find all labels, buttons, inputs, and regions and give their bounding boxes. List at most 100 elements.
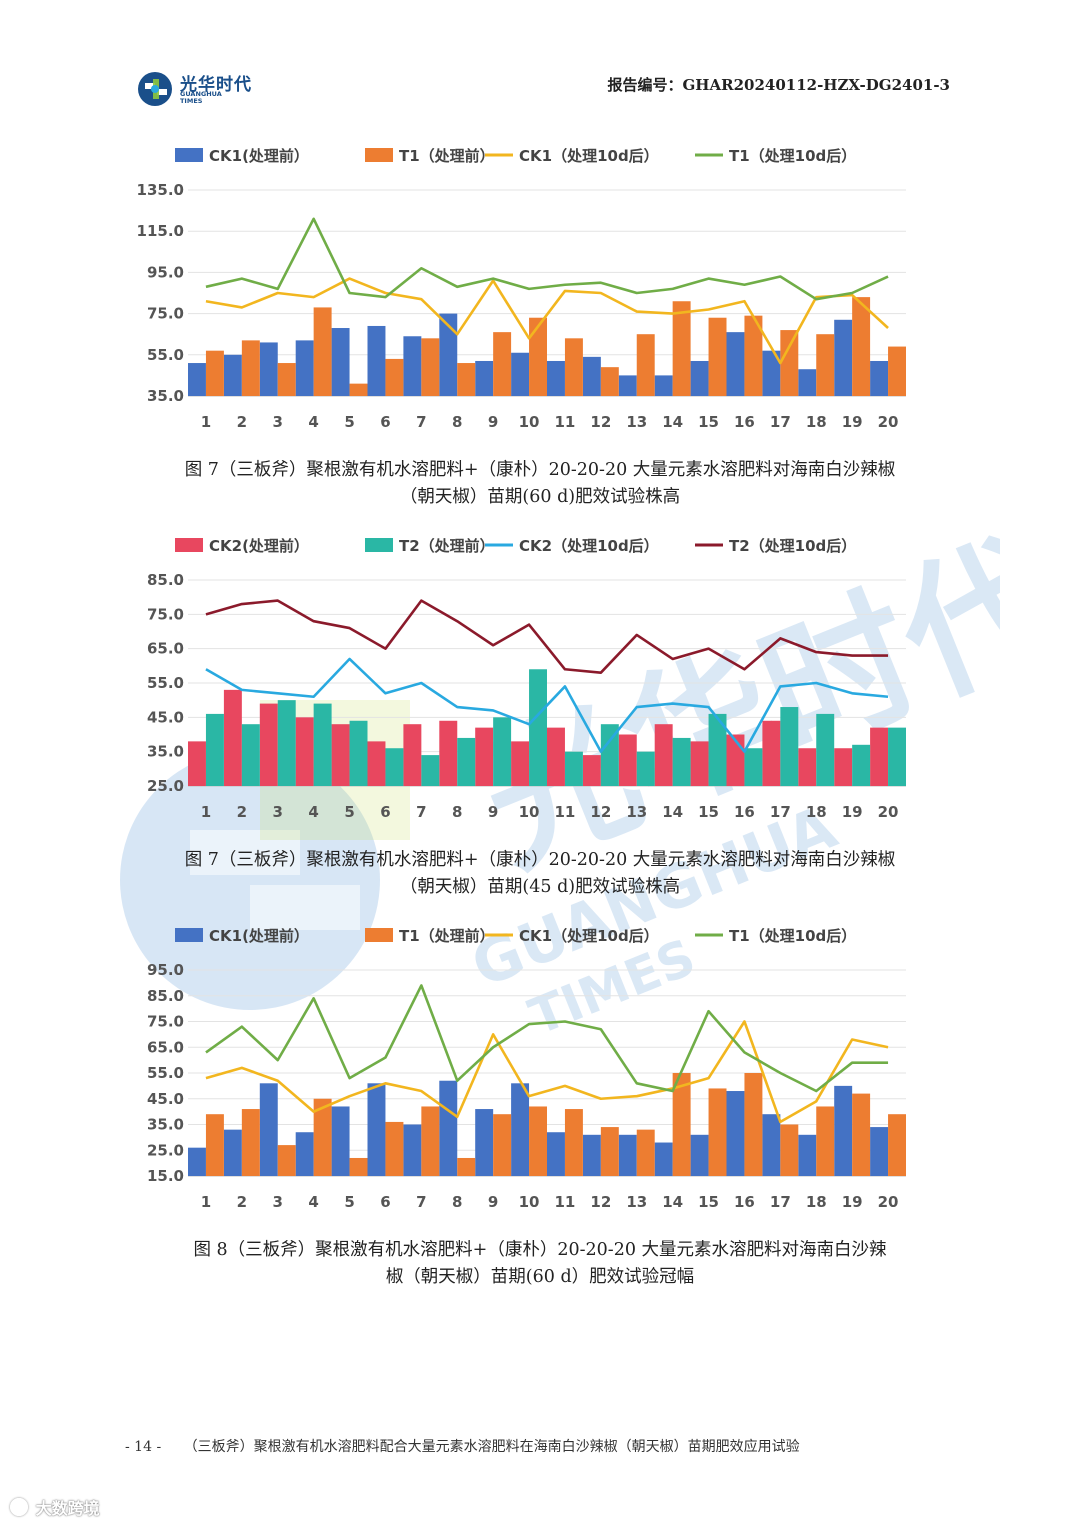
- y-tick-label: 75.0: [147, 1013, 184, 1031]
- bar-series1-18: [798, 1134, 817, 1176]
- x-tick-label: 7: [416, 1193, 426, 1211]
- x-tick-label: 17: [770, 803, 791, 821]
- page-footer: - 14 - （三板斧）聚根激有机水溶肥料配合大量元素水溶肥料在海南白沙辣椒（朝…: [125, 1436, 985, 1456]
- bar-series2-4: [313, 1098, 332, 1176]
- bar-series2-15: [708, 1088, 727, 1176]
- caption-2-line-2: （朝天椒）苗期(45 d)肥效试验株高: [399, 877, 681, 897]
- bar-series1-8: [439, 313, 458, 396]
- bar-series2-18: [816, 713, 835, 786]
- chart-plant-height-60d-a: CK1(处理前） T1（处理前） CK1（处理10d后） T1（处理10d后） 35.0…: [137, 147, 906, 431]
- bar-series1-10: [511, 741, 530, 786]
- bar-series2-3: [277, 700, 296, 786]
- bar-series1-16: [726, 1091, 745, 1176]
- x-tick-label: 2: [237, 803, 247, 821]
- bar-series2-2: [241, 340, 260, 396]
- bar-series2-16: [744, 1073, 763, 1176]
- legend-label-1: CK2(处理前）: [209, 537, 309, 555]
- y-tick-label: 25.0: [147, 777, 184, 795]
- bar-series2-5: [349, 383, 368, 396]
- legend-label-3: CK1（处理10d后）: [519, 147, 659, 165]
- x-tick-label: 4: [308, 413, 318, 431]
- y-tick-label: 75.0: [147, 605, 184, 623]
- y-tick-label: 25.0: [147, 1141, 184, 1159]
- bar-series2-2: [241, 724, 260, 786]
- x-tick-label: 9: [488, 413, 498, 431]
- bar-series1-2: [223, 689, 242, 786]
- bar-series2-19: [852, 744, 871, 786]
- bar-series1-3: [259, 1083, 278, 1176]
- x-tick-label: 10: [519, 1193, 540, 1211]
- bar-series1-17: [762, 1114, 781, 1176]
- bar-series2-20: [888, 346, 906, 396]
- legend-label-4: T1（处理10d后）: [729, 927, 856, 945]
- bar-series1-3: [259, 703, 278, 786]
- bar-series2-6: [385, 358, 404, 396]
- x-tick-label: 10: [519, 413, 540, 431]
- x-tick-label: 3: [273, 1193, 283, 1211]
- x-tick-label: 9: [488, 1193, 498, 1211]
- y-tick-label: 85.0: [147, 571, 184, 589]
- bar-series1-20: [870, 727, 889, 786]
- x-tick-label: 11: [555, 1193, 576, 1211]
- x-tick-label: 3: [273, 413, 283, 431]
- bar-series1-4: [295, 340, 314, 396]
- logo-text-en-1: GUANGHUA: [180, 90, 222, 98]
- x-tick-label: 7: [416, 413, 426, 431]
- chart-legend: CK1(处理前） T1（处理前） CK1（处理10d后） T1（处理10d后）: [175, 147, 856, 165]
- bar-series1-5: [331, 724, 350, 786]
- x-tick-label: 20: [878, 413, 899, 431]
- caption-figure-1: 图 7（三板斧）聚根激有机水溶肥料+（康朴）20-20-20 大量元素水溶肥料对…: [120, 457, 960, 511]
- y-tick-label: 15.0: [147, 1167, 184, 1185]
- x-tick-label: 15: [698, 413, 719, 431]
- x-tick-label: 9: [488, 803, 498, 821]
- y-tick-label: 65.0: [147, 1038, 184, 1056]
- legend-label-2: T2（处理前）: [399, 537, 495, 555]
- bar-series2-16: [744, 315, 763, 396]
- legend-label-4: T2（处理10d后）: [729, 537, 856, 555]
- bar-series2-18: [816, 334, 835, 396]
- y-tick-label: 65.0: [147, 640, 184, 658]
- x-tick-label: 1: [201, 1193, 211, 1211]
- x-tick-label: 5: [344, 803, 354, 821]
- bar-series2-8: [457, 1157, 476, 1176]
- y-tick-label: 35.0: [147, 1116, 184, 1134]
- legend-label-1: CK1(处理前）: [209, 147, 309, 165]
- legend-label-4: T1（处理10d后）: [729, 147, 856, 165]
- bar-series2-5: [349, 1157, 368, 1176]
- bar-series2-12: [600, 1127, 619, 1176]
- bar-series1-11: [547, 360, 565, 396]
- x-tick-label: 6: [380, 803, 390, 821]
- bar-series1-14: [654, 724, 673, 786]
- x-tick-label: 14: [662, 803, 683, 821]
- bar-series1-1: [188, 741, 206, 786]
- logo-text-en: GUANGHUA TIMES: [180, 91, 222, 105]
- logo-icon: [138, 72, 172, 106]
- x-tick-label: 16: [734, 803, 755, 821]
- page-number: - 14 -: [125, 1439, 162, 1455]
- x-tick-label: 17: [770, 413, 791, 431]
- x-tick-label: 5: [344, 1193, 354, 1211]
- bar-series1-19: [834, 1085, 853, 1176]
- bar-series2-19: [852, 1093, 871, 1176]
- logo-text-cn: 光华时代: [180, 75, 252, 95]
- bar-series1-9: [475, 1109, 494, 1176]
- bar-series2-20: [888, 1114, 906, 1176]
- page-header: 光华时代 GUANGHUA TIMES 报告编号：GHAR20240112-HZ…: [0, 0, 1080, 120]
- brand-ring-icon: [10, 1498, 28, 1516]
- x-tick-label: 15: [698, 1193, 719, 1211]
- x-tick-label: 19: [842, 803, 863, 821]
- bar-series2-8: [457, 363, 476, 396]
- bar-series2-7: [421, 755, 440, 786]
- report-number: 报告编号：GHAR20240112-HZX-DG2401-3: [607, 76, 951, 94]
- line-series-1: [205, 1020, 889, 1124]
- x-tick-label: 15: [698, 803, 719, 821]
- bar-series1-6: [367, 741, 386, 786]
- bar-series2-10: [529, 669, 547, 786]
- caption-1-line-2: （朝天椒）苗期(60 d)肥效试验株高: [399, 487, 681, 507]
- x-tick-label: 6: [380, 1193, 390, 1211]
- x-tick-label: 16: [734, 1193, 755, 1211]
- line-series-2: [205, 599, 889, 674]
- corner-brand-text: 大数跨境: [35, 1499, 100, 1518]
- x-tick-label: 6: [380, 413, 390, 431]
- bar-series2-13: [636, 751, 655, 786]
